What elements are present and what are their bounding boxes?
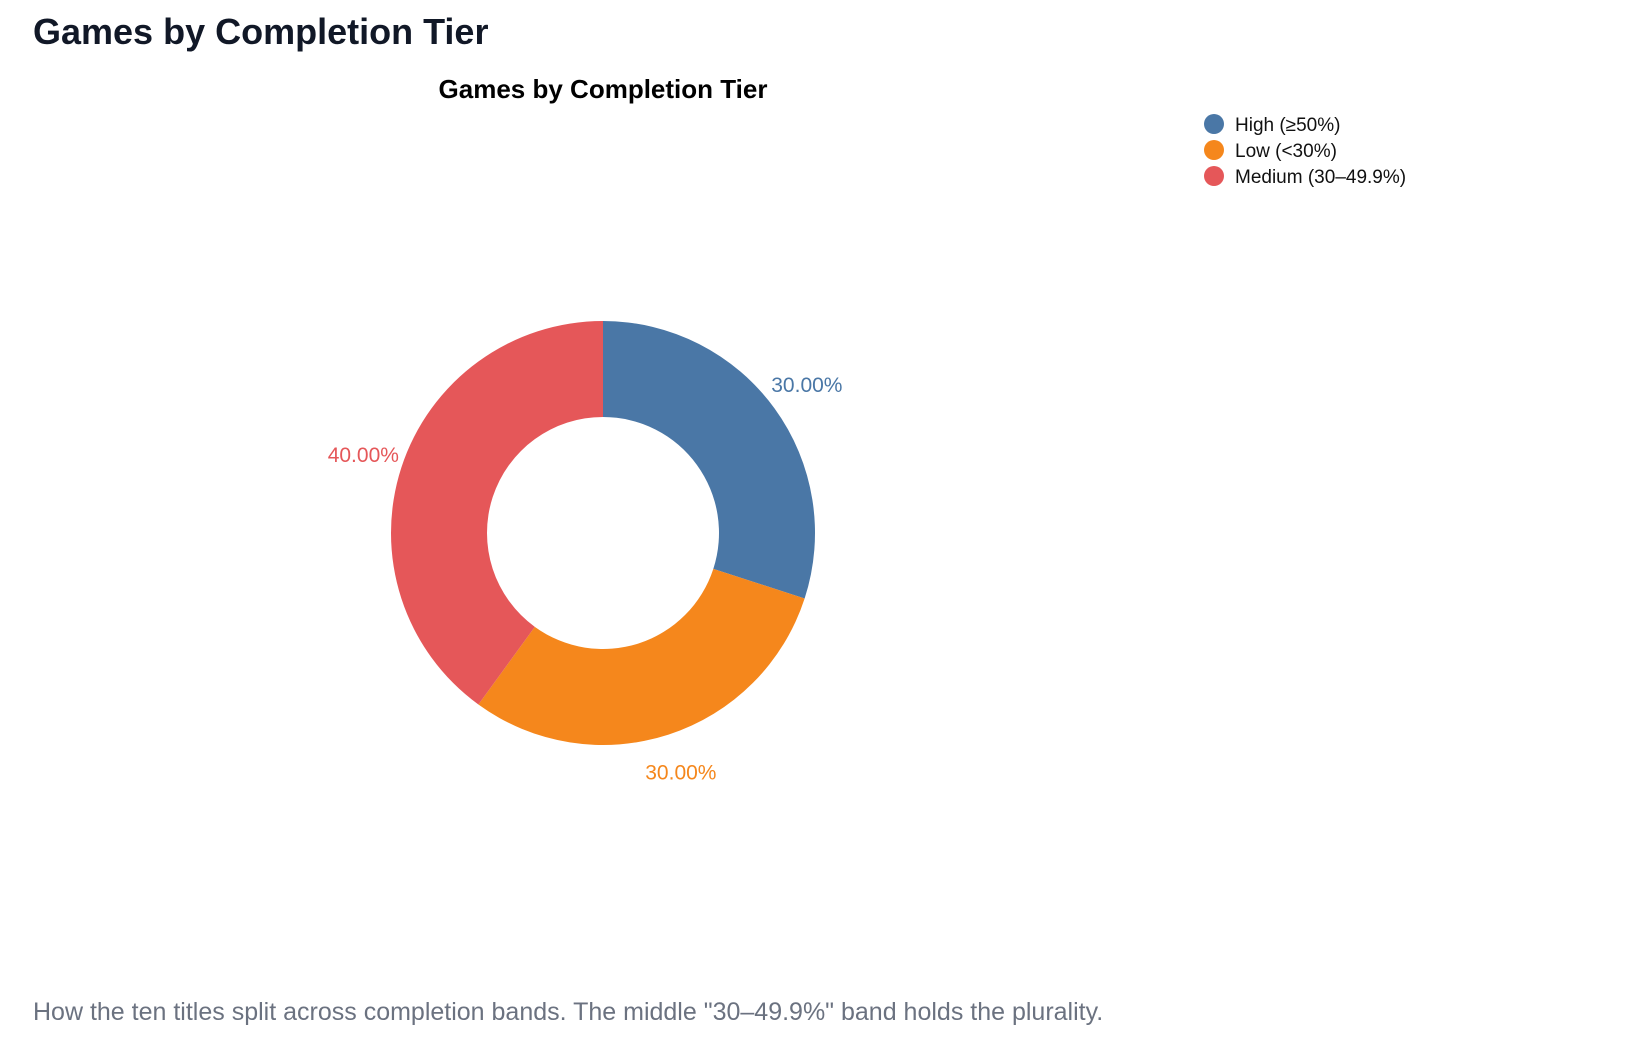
legend-swatch [1204,114,1224,134]
legend-item-low-30[interactable]: Low (<30%) [1204,140,1337,162]
legend-label: Low (<30%) [1235,141,1337,162]
legend-item-medium-30-49-9[interactable]: Medium (30–49.9%) [1204,166,1406,188]
legend-item-high-50[interactable]: High (≥50%) [1204,114,1340,136]
legend-label: Medium (30–49.9%) [1235,167,1406,188]
slice-label-high-50: 30.00% [771,374,842,397]
slice-low-30[interactable] [478,568,805,745]
page-title: Games by Completion Tier [33,11,489,52]
slice-high-50[interactable] [603,321,815,599]
slice-medium-30-49-9[interactable] [391,321,603,705]
legend-swatch [1204,166,1224,186]
legend-label: High (≥50%) [1235,115,1340,136]
slice-label-medium-30-49-9: 40.00% [328,444,399,467]
chart-title: Games by Completion Tier [439,74,768,104]
legend: High (≥50%) Low (<30%) Medium (30–49.9%) [1204,114,1406,188]
donut-slices [391,321,815,745]
slice-labels: 30.00% 30.00% 40.00% [328,374,843,785]
chart-caption: How the ten titles split across completi… [33,998,1104,1026]
legend-swatch [1204,140,1224,160]
donut-chart: Games by Completion Tier 30.00% 30.00% 40.… [328,74,1406,785]
slice-label-low-30: 30.00% [645,762,716,785]
